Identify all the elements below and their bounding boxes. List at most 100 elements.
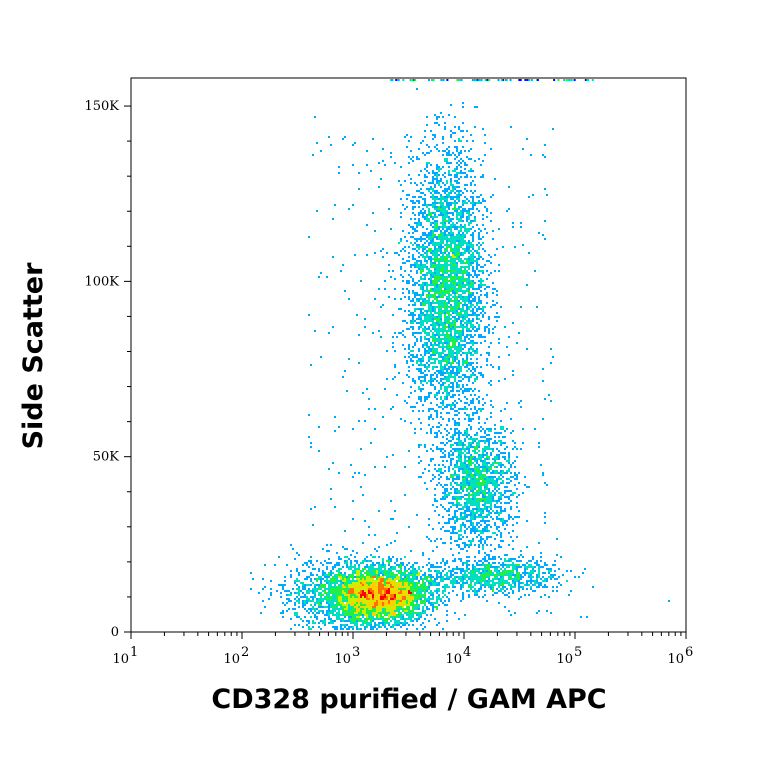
event-dot <box>376 596 378 598</box>
event-dot <box>448 260 450 262</box>
event-dot <box>420 354 422 356</box>
event-dot <box>458 290 460 292</box>
event-dot <box>412 320 414 322</box>
event-dot <box>442 322 444 324</box>
event-dot <box>444 266 446 268</box>
event-dot <box>480 508 482 510</box>
event-dot <box>468 214 470 216</box>
event-dot <box>434 432 436 434</box>
event-dot <box>418 256 420 258</box>
event-dot <box>458 348 460 350</box>
event-dot <box>460 488 462 490</box>
event-dot <box>334 600 336 602</box>
event-dot <box>348 584 350 586</box>
event-dot <box>448 294 450 296</box>
event-dot <box>446 270 448 272</box>
event-dot <box>480 302 482 304</box>
event-dot <box>484 498 486 500</box>
event-dot <box>380 608 382 610</box>
event-dot <box>452 402 454 404</box>
event-dot <box>438 266 440 268</box>
event-dot <box>470 444 472 446</box>
event-dot <box>428 408 430 410</box>
event-dot <box>460 466 462 468</box>
event-dot <box>360 614 362 616</box>
event-dot <box>378 600 380 602</box>
event-dot <box>460 456 462 458</box>
event-dot <box>422 290 424 292</box>
event-dot <box>436 598 438 600</box>
event-dot <box>376 608 378 610</box>
event-dot <box>472 340 474 342</box>
event-dot <box>418 596 420 598</box>
event-dot <box>494 304 496 306</box>
event-dot <box>468 288 470 290</box>
event-dot <box>420 324 422 326</box>
event-dot <box>424 596 426 598</box>
event-dot <box>470 502 472 504</box>
event-dot <box>404 618 406 620</box>
event-dot <box>368 584 370 586</box>
event-dot <box>426 600 428 602</box>
event-dot <box>364 614 366 616</box>
event-dot <box>404 622 406 624</box>
event-dot <box>494 288 496 290</box>
event-dot <box>434 306 436 308</box>
event-dot <box>470 336 472 338</box>
event-dot <box>482 398 484 400</box>
event-dot <box>378 576 380 578</box>
event-dot <box>388 612 390 614</box>
event-dot <box>410 616 412 618</box>
event-dot <box>408 594 410 596</box>
event-dot <box>408 348 410 350</box>
event-dot <box>470 454 472 456</box>
event-dot <box>472 442 474 444</box>
event-dot <box>394 618 396 620</box>
event-dot <box>448 492 450 494</box>
event-dot <box>458 138 460 140</box>
event-dot <box>392 592 394 594</box>
event-dot <box>432 316 434 318</box>
event-dot <box>500 464 502 466</box>
event-dot <box>422 364 424 366</box>
event-dot <box>438 354 440 356</box>
event-dot <box>410 182 412 184</box>
event-dot <box>408 224 410 226</box>
event-dot <box>424 598 426 600</box>
event-dot <box>466 516 468 518</box>
event-dot <box>358 612 360 614</box>
event-dot <box>442 206 444 208</box>
event-dot <box>428 470 430 472</box>
event-dot <box>448 336 450 338</box>
event-dot <box>434 256 436 258</box>
event-dot <box>474 282 476 284</box>
event-dot <box>378 570 380 572</box>
event-dot <box>454 404 456 406</box>
event-dot <box>420 576 422 578</box>
event-dot <box>466 190 468 192</box>
event-dot <box>350 594 352 596</box>
event-dot <box>486 418 488 420</box>
event-dot <box>458 226 460 228</box>
event-dot <box>430 242 432 244</box>
event-dot <box>456 338 458 340</box>
event-dot <box>476 468 478 470</box>
event-dot <box>376 574 378 576</box>
event-dot <box>446 338 448 340</box>
event-dot <box>456 444 458 446</box>
event-dot <box>474 518 476 520</box>
event-dot <box>470 488 472 490</box>
event-dot <box>428 364 430 366</box>
event-dot <box>420 322 422 324</box>
event-dot <box>484 494 486 496</box>
event-dot <box>482 404 484 406</box>
event-dot <box>412 300 414 302</box>
event-dot <box>412 364 414 366</box>
event-dot <box>398 582 400 584</box>
event-dot <box>386 350 388 352</box>
event-dot <box>428 334 430 336</box>
event-dot <box>396 558 398 560</box>
event-dot <box>422 216 424 218</box>
event-dot <box>434 208 436 210</box>
event-dot <box>468 450 470 452</box>
